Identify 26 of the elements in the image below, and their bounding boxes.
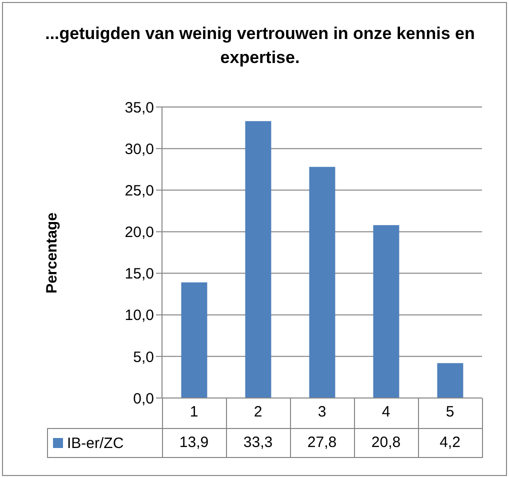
- y-axis-title: Percentage: [44, 212, 60, 293]
- legend-label: IB-er/ZC: [67, 434, 124, 452]
- x-tick-label: 1: [190, 404, 198, 421]
- x-tick-label: 4: [382, 404, 390, 421]
- bar: [437, 363, 464, 398]
- chart-title: ...getuigden van weinig vertrouwen in onze kennis en expertise.: [44, 23, 476, 69]
- x-tick-label: 2: [254, 404, 262, 421]
- data-label: 27,8: [306, 433, 338, 453]
- y-tick-label: 20,0: [124, 224, 154, 242]
- y-tick-label: 30,0: [124, 140, 154, 158]
- x-tick-label: 5: [446, 404, 454, 421]
- data-label: 20,8: [370, 433, 402, 453]
- y-tick-label: 5,0: [133, 348, 154, 366]
- y-tick-label: 0,0: [133, 390, 154, 408]
- bar: [309, 166, 336, 398]
- data-label: 4,2: [438, 433, 462, 453]
- bar: [181, 282, 208, 398]
- y-tick-label: 35,0: [124, 99, 154, 116]
- data-label: 13,9: [178, 433, 210, 453]
- bar: [245, 121, 272, 398]
- data-label: 33,3: [242, 433, 274, 453]
- x-tick-label: 3: [318, 404, 326, 421]
- y-tick-label: 10,0: [124, 307, 154, 324]
- y-tick-label: 25,0: [124, 182, 154, 200]
- y-tick-label: 15,0: [124, 266, 154, 283]
- bar: [373, 225, 400, 398]
